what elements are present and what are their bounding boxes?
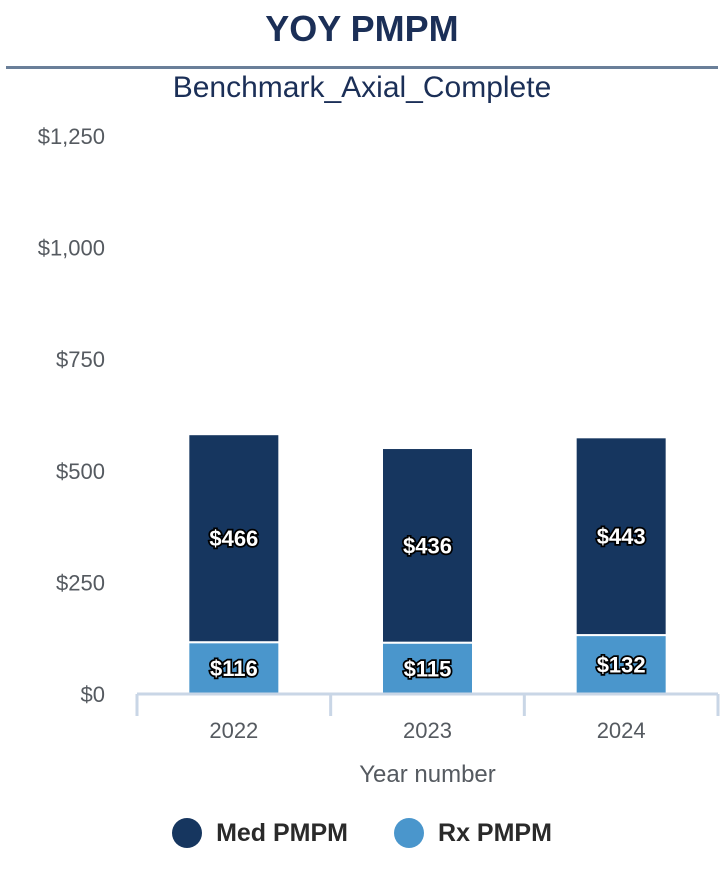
- data-label: $443: [597, 524, 646, 549]
- bar-segment[interactable]: [381, 641, 474, 695]
- legend-item-med[interactable]: Med PMPM: [172, 818, 348, 848]
- bar-segment[interactable]: [381, 447, 474, 644]
- legend-swatch-med: [172, 818, 203, 848]
- y-tick-label: $1,250: [38, 124, 105, 149]
- y-tick-label: $250: [56, 570, 105, 595]
- chart-title: YOY PMPM: [265, 8, 459, 49]
- chart-subtitle: Benchmark_Axial_Complete: [172, 71, 552, 104]
- y-tick-label: $0: [81, 682, 105, 707]
- y-tick-label: $500: [56, 459, 105, 484]
- legend-label-med: Med PMPM: [216, 818, 349, 847]
- legend-item-rx[interactable]: Rx PMPM: [394, 818, 552, 848]
- data-label: $132: [597, 653, 646, 678]
- bar-segment[interactable]: [187, 433, 281, 644]
- bar-segment[interactable]: [574, 436, 668, 637]
- legend: Med PMPM Rx PMPM: [0, 818, 724, 848]
- x-tick-label: 2023: [403, 718, 452, 743]
- data-label: $115: [404, 656, 452, 681]
- x-axis-title: Year number: [359, 761, 496, 788]
- y-tick-label: $750: [56, 347, 105, 372]
- title-divider: [6, 66, 718, 69]
- legend-label-rx: Rx PMPM: [438, 818, 552, 847]
- data-label: $116: [210, 656, 258, 681]
- bar-segment[interactable]: [574, 634, 668, 695]
- x-tick-label: 2024: [597, 718, 646, 743]
- data-label: $436: [403, 533, 452, 558]
- stacked-bar-chart: $0 $250 $500 $750 $1,000 $1,250 $116 $466 2022 $1…: [38, 124, 720, 788]
- legend-swatch-rx: [394, 818, 425, 848]
- x-tick-label: 2022: [209, 718, 258, 743]
- y-tick-label: $1,000: [38, 236, 105, 261]
- data-label: $466: [209, 526, 258, 551]
